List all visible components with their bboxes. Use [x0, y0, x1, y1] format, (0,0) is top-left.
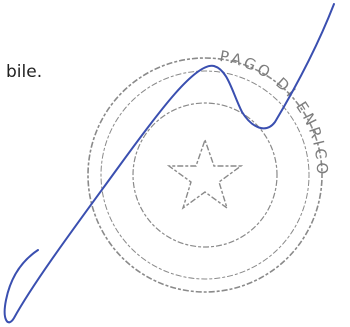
stamp-star: [166, 137, 244, 210]
stamp-middle-ring: [100, 70, 310, 280]
stamp-inner-ring: [132, 102, 278, 248]
stamp-outer-ring: [87, 57, 323, 293]
signature: [3, 3, 335, 324]
body-text: bile.: [6, 62, 42, 82]
stamp: PAGO DI ENRICO: [87, 47, 328, 293]
